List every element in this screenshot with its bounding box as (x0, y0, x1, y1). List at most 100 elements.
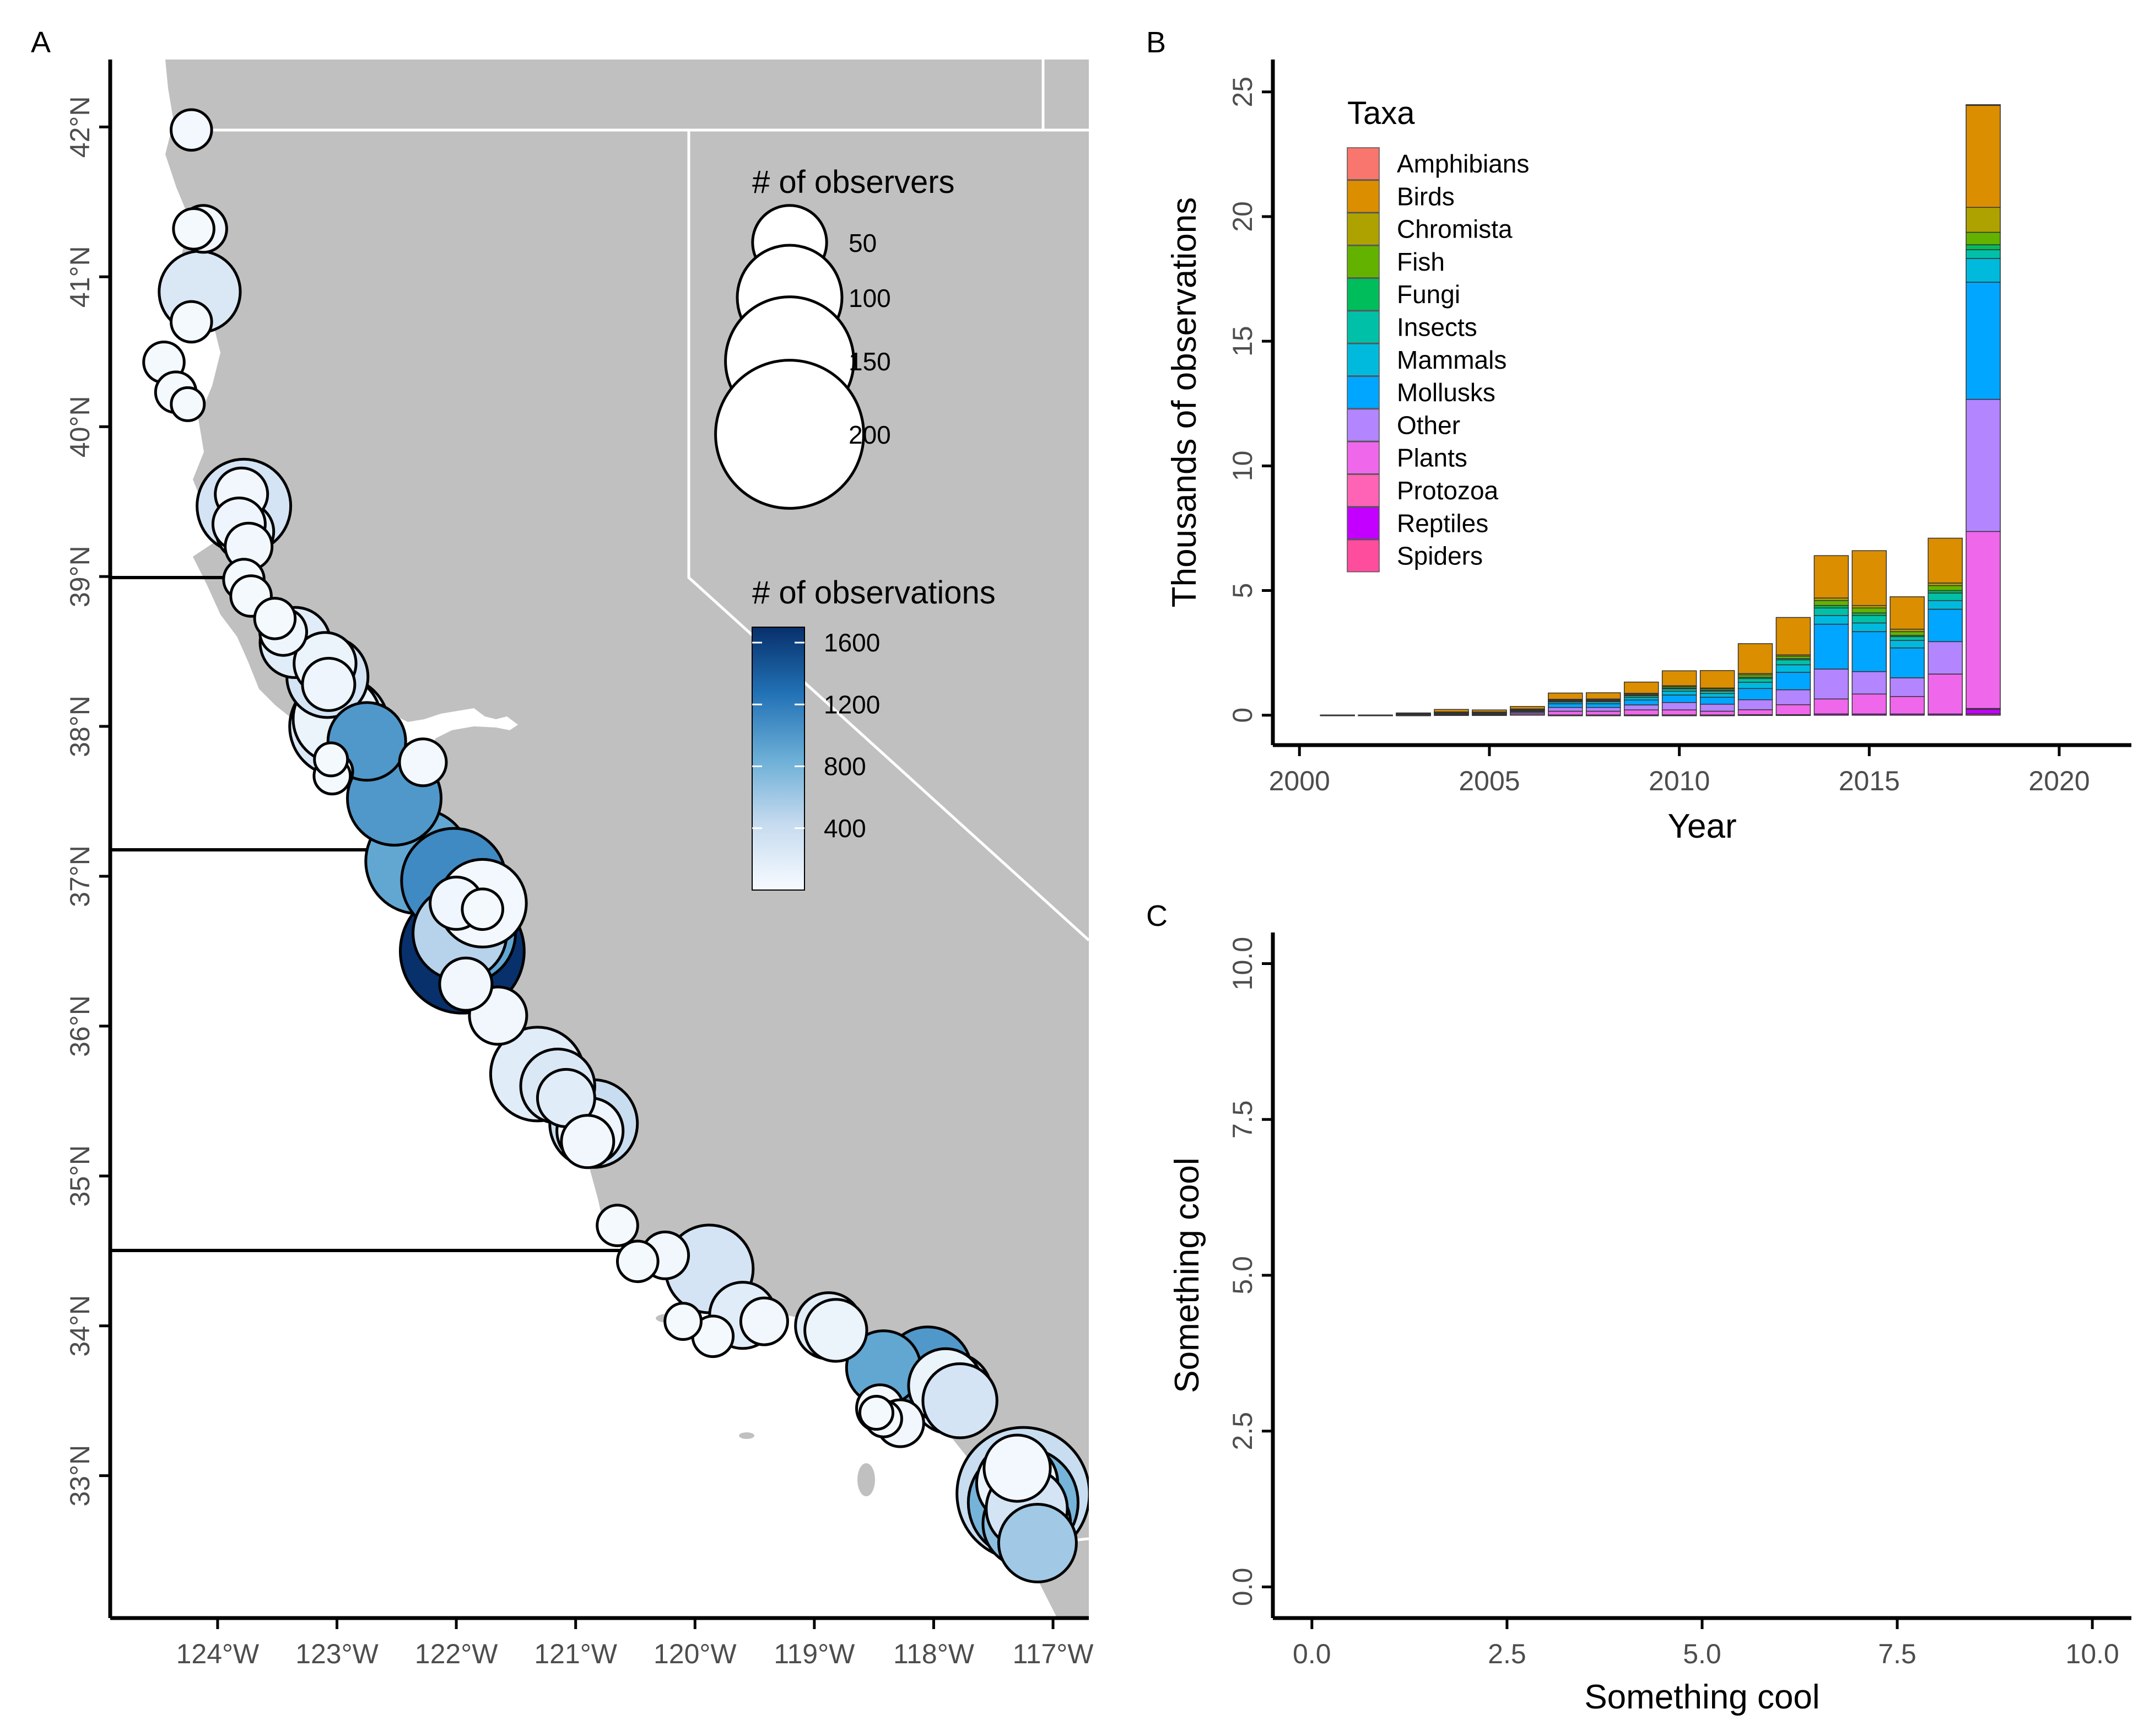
bar-segment-fish (1813, 600, 1849, 606)
bar-segment-birds (1585, 692, 1621, 700)
observations-colorbar (752, 627, 805, 891)
bar-segment-other (1927, 641, 1963, 675)
bar-segment-plants (1699, 710, 1735, 716)
bar-x-tick-label: 2010 (1649, 765, 1710, 796)
bar-segment-insects (1775, 659, 1811, 666)
bar-x-tick-label: 2005 (1459, 765, 1520, 796)
empty-y-tick-label: 2.5 (1227, 1412, 1258, 1451)
bar-y-tick-label: 10 (1227, 451, 1258, 482)
taxa-legend-label: Spiders (1397, 542, 1483, 570)
bar-segment-mammals (1813, 615, 1849, 625)
site-marker (560, 1114, 615, 1169)
bar-segment-other (1851, 671, 1887, 695)
bar-segment-other (1548, 707, 1583, 712)
taxa-legend-swatch (1347, 343, 1380, 376)
empty-x-tick-label: 2.5 (1488, 1638, 1526, 1669)
map-y-tick-label: 37°N (64, 845, 95, 907)
bar-segment-fish (1851, 607, 1887, 613)
map-y-tick-label: 39°N (64, 546, 95, 607)
site-marker (170, 300, 213, 344)
bar-segment-birds (1623, 681, 1659, 694)
map-y-tick-label: 40°N (64, 396, 95, 457)
map-x-tick-label: 121°W (534, 1638, 617, 1669)
taxa-legend-swatch (1347, 474, 1380, 507)
bar-segment-birds (1396, 712, 1431, 714)
site-marker (313, 741, 349, 778)
panel-label-b: B (1146, 26, 1166, 59)
bar-segment-plants (1966, 531, 2001, 709)
bar-y-tick-label: 25 (1227, 77, 1258, 107)
bar-segment-birds (1927, 537, 1963, 584)
map-y-tick-label: 34°N (64, 1295, 95, 1357)
bar-segment-mollusks (1661, 694, 1697, 703)
bar-segment-birds (1813, 555, 1849, 599)
site-marker (172, 207, 215, 251)
bar-segment-mollusks (1699, 697, 1735, 705)
bar-panel: Taxa Amphibians Birds Chromista Fish Fungi In… (1165, 60, 2131, 845)
bar-segment-mollusks (1775, 672, 1811, 691)
site-marker (616, 1239, 660, 1284)
bar-segment-fish (1927, 585, 1963, 591)
bar-x-axis-title: Year (1667, 807, 1736, 845)
map-x-tick-label: 123°W (295, 1638, 379, 1669)
bar-segment-insects (1851, 615, 1887, 624)
bar-segment-mammals (1966, 258, 2001, 283)
map-y-tick-label: 38°N (64, 696, 95, 757)
taxa-legend-title: Taxa (1347, 95, 1415, 131)
bar-segment-other (1585, 707, 1621, 712)
bar-x-tick-label: 2015 (1839, 765, 1900, 796)
empty-x-tick-label: 10.0 (2066, 1638, 2119, 1669)
colorbar-ticks: 1600 1200 800 400 (752, 628, 880, 843)
bar-y-tick-label: 0 (1227, 708, 1258, 723)
bar-segment-other (1813, 668, 1849, 700)
state-borders (165, 60, 1089, 1544)
empty-y-tick-label: 10.0 (1227, 937, 1258, 990)
bar-segment-other (1889, 677, 1925, 697)
bar-segment-insects (1813, 607, 1849, 616)
empty-y-tick-label: 0.0 (1227, 1568, 1258, 1606)
colorbar-tick-label: 800 (824, 752, 866, 781)
observations-color-legend: # of observations 1600 1200 800 400 (752, 575, 996, 891)
site-marker (739, 1296, 789, 1346)
bar-segment-chromista (1927, 583, 1963, 586)
map-y-tick-label: 36°N (64, 995, 95, 1057)
map-y-tick-label: 42°N (64, 96, 95, 158)
bar-segment-plants (1623, 709, 1659, 715)
taxa-legend-swatch (1347, 147, 1380, 180)
bar-x-tick-label: 2020 (2028, 765, 2089, 796)
taxa-legend-label: Other (1397, 411, 1460, 439)
bar-segment-other (1775, 689, 1811, 705)
empty-x-tick-label: 7.5 (1878, 1638, 1916, 1669)
stacked-bars (1320, 104, 2001, 716)
map-x-tick-label: 118°W (893, 1638, 975, 1669)
map-x-ticks: 124°W 123°W 122°W 121°W 120°W 119°W 118°W 117°W (176, 1618, 1094, 1669)
site-marker (596, 1204, 639, 1247)
panel-label-a: A (31, 26, 51, 59)
empty-x-tick-label: 5.0 (1683, 1638, 1721, 1669)
map-x-tick-label: 124°W (176, 1638, 260, 1669)
bar-segment-mammals (1851, 622, 1887, 632)
map-x-tick-label: 120°W (654, 1638, 737, 1669)
map-y-ticks: 42°N 41°N 40°N 39°N 38°N 37°N 36°N 35°N 34°N 33°N (64, 96, 110, 1507)
taxa-legend-label: Insects (1397, 313, 1477, 342)
taxa-legend-label: Fungi (1397, 280, 1460, 309)
bar-segment-plants (1851, 693, 1887, 715)
taxa-legend-swatch (1347, 408, 1380, 442)
site-marker (170, 108, 213, 152)
bar-segment-mollusks (1548, 703, 1583, 708)
taxa-legend-label: Plants (1397, 444, 1467, 472)
bar-y-axis-title: Thousands of observations (1165, 197, 1203, 607)
site-marker (170, 386, 206, 422)
colorbar-tick-label: 1600 (824, 628, 880, 657)
site-marker (663, 1302, 703, 1341)
bar-y-ticks: 0 5 10 15 20 25 (1227, 77, 1273, 723)
site-marker (301, 656, 357, 712)
map-x-tick-label: 117°W (1013, 1638, 1094, 1669)
site-marker (858, 1395, 894, 1431)
bar-segment-plants (1813, 698, 1849, 715)
empty-x-tick-label: 0.0 (1293, 1638, 1331, 1669)
site-marker (997, 1503, 1078, 1583)
bar-segment-fish (1966, 231, 2001, 245)
bar-y-tick-label: 20 (1227, 201, 1258, 232)
bar-segment-insects (1966, 249, 2001, 259)
